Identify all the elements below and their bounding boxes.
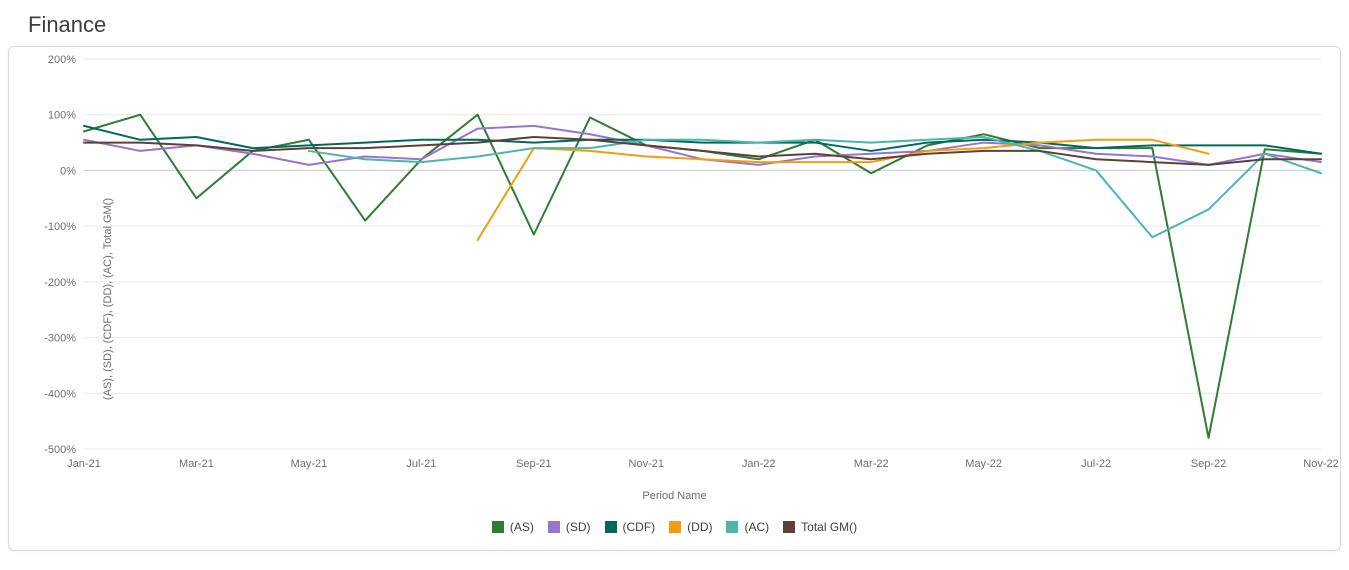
y-tick-label: -100% (44, 221, 76, 233)
x-tick-label: Jul-22 (1081, 458, 1111, 470)
legend-item[interactable]: (CDF) (605, 520, 656, 534)
y-tick-label: 100% (48, 110, 76, 122)
legend-swatch (726, 521, 738, 533)
legend: (AS) (SD) (CDF) (DD) (AC) Total GM() (9, 520, 1340, 534)
series-line[interactable] (309, 137, 1321, 237)
legend-item[interactable]: Total GM() (783, 520, 857, 534)
y-tick-label: -200% (44, 277, 76, 289)
legend-swatch (669, 521, 681, 533)
series-line[interactable] (84, 115, 1321, 438)
y-tick-label: -500% (44, 444, 76, 456)
x-tick-label: Jan-22 (742, 458, 776, 470)
legend-swatch (783, 521, 795, 533)
legend-swatch (492, 521, 504, 533)
page-title: Finance (8, 0, 1341, 46)
legend-label: Total GM() (801, 520, 857, 534)
legend-item[interactable]: (SD) (548, 520, 591, 534)
x-tick-label: May-22 (965, 458, 1002, 470)
x-tick-label: Jan-21 (67, 458, 101, 470)
legend-label: (AS) (510, 520, 534, 534)
y-tick-label: 0% (60, 165, 76, 177)
y-tick-label: -400% (44, 388, 76, 400)
legend-swatch (605, 521, 617, 533)
legend-item[interactable]: (AC) (726, 520, 769, 534)
x-tick-label: May-21 (291, 458, 328, 470)
legend-label: (SD) (566, 520, 591, 534)
line-chart[interactable]: -500% -400% -300% -200% -100% 0% 100% 200% Jan-2… (9, 47, 1339, 477)
series-line[interactable] (84, 137, 1321, 165)
x-tick-label: Mar-21 (179, 458, 214, 470)
x-tick-label: Jul-21 (406, 458, 436, 470)
x-tick-label: Nov-22 (1303, 458, 1338, 470)
legend-label: (AC) (744, 520, 769, 534)
x-tick-label: Nov-21 (629, 458, 664, 470)
legend-swatch (548, 521, 560, 533)
y-tick-label: 200% (48, 54, 76, 66)
y-tick-label: -300% (44, 333, 76, 345)
legend-label: (DD) (687, 520, 712, 534)
x-tick-label: Sep-21 (516, 458, 551, 470)
y-axis-label: (AS), (SD), (CDF), (DD), (AC), Total GM(… (102, 197, 114, 399)
legend-label: (CDF) (623, 520, 656, 534)
legend-item[interactable]: (AS) (492, 520, 534, 534)
legend-item[interactable]: (DD) (669, 520, 712, 534)
x-tick-label: Mar-22 (854, 458, 889, 470)
chart-card: (AS), (SD), (CDF), (DD), (AC), Total GM(… (8, 46, 1341, 551)
x-tick-label: Sep-22 (1191, 458, 1226, 470)
x-axis-label: Period Name (9, 490, 1340, 502)
